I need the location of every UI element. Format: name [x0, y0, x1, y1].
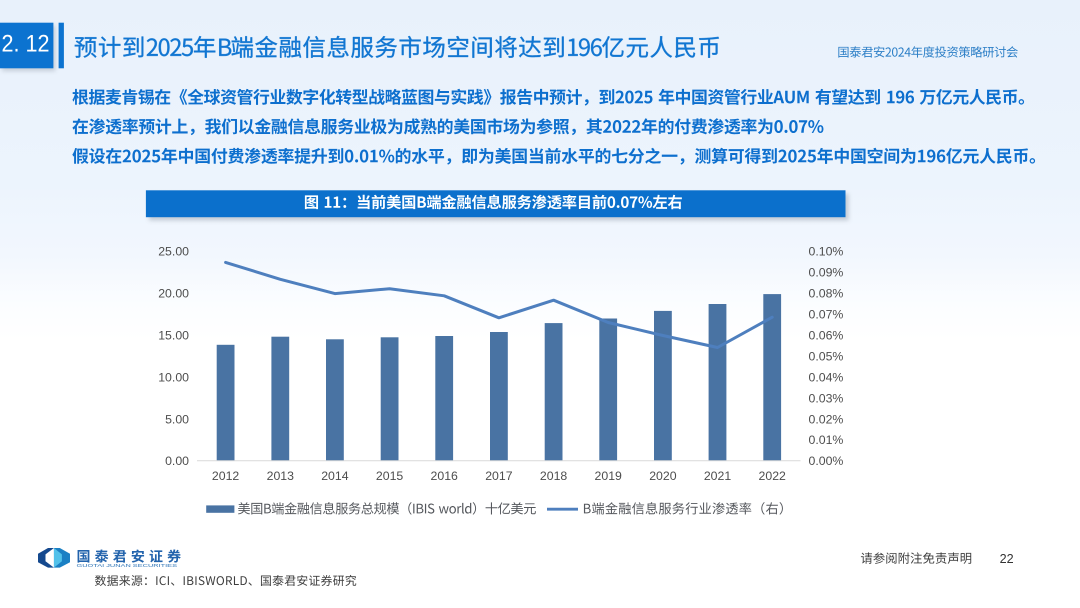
svg-text:2012: 2012	[212, 469, 240, 483]
svg-text:2018: 2018	[540, 469, 568, 483]
svg-text:25.00: 25.00	[158, 245, 189, 259]
svg-text:0.07%: 0.07%	[809, 308, 844, 322]
svg-text:0.00%: 0.00%	[809, 454, 844, 468]
svg-text:2. 12: 2. 12	[2, 31, 50, 57]
svg-text:2015: 2015	[376, 469, 404, 483]
svg-text:2014: 2014	[321, 469, 349, 483]
svg-text:2020: 2020	[649, 469, 677, 483]
svg-text:0.08%: 0.08%	[809, 287, 844, 301]
svg-text:2019: 2019	[595, 469, 623, 483]
svg-text:2017: 2017	[485, 469, 513, 483]
svg-text:0.02%: 0.02%	[809, 412, 844, 426]
svg-text:0.01%: 0.01%	[809, 433, 844, 447]
svg-text:0.03%: 0.03%	[809, 391, 844, 405]
svg-text:0.06%: 0.06%	[809, 329, 844, 343]
svg-text:0.04%: 0.04%	[809, 370, 844, 384]
svg-text:2013: 2013	[267, 469, 295, 483]
svg-text:10.00: 10.00	[158, 370, 189, 384]
svg-text:0.05%: 0.05%	[809, 349, 844, 363]
svg-text:0.09%: 0.09%	[809, 266, 844, 280]
svg-text:15.00: 15.00	[158, 329, 189, 343]
svg-text:2022: 2022	[759, 469, 787, 483]
svg-text:22: 22	[1000, 552, 1014, 566]
svg-text:2021: 2021	[704, 469, 732, 483]
svg-text:0.10%: 0.10%	[809, 245, 844, 259]
svg-text:2016: 2016	[431, 469, 459, 483]
svg-text:20.00: 20.00	[158, 287, 189, 301]
svg-text:0.00: 0.00	[165, 454, 189, 468]
svg-text:5.00: 5.00	[165, 412, 189, 426]
svg-text:GUOTAI JUNAN SECURITIES: GUOTAI JUNAN SECURITIES	[77, 563, 178, 569]
